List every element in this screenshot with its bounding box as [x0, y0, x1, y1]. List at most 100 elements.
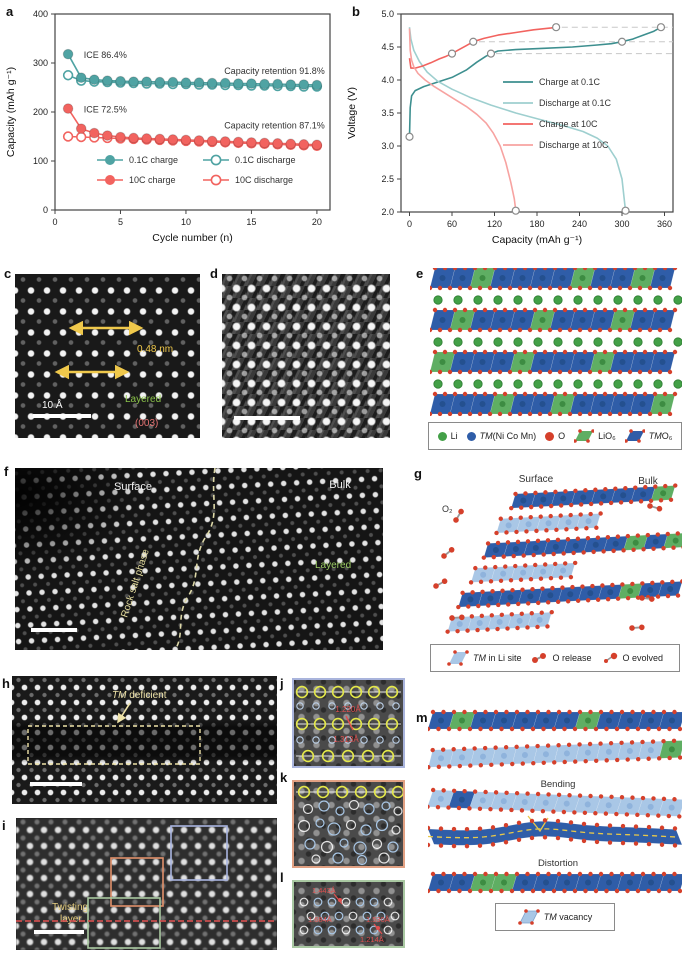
oxygen-dot	[610, 582, 615, 588]
oxygen-dot	[495, 540, 501, 546]
atom-circle-overlay	[296, 785, 403, 866]
oxygen-dot	[607, 327, 613, 333]
oxygen-dot	[523, 563, 528, 568]
oxygen-dot	[615, 534, 621, 539]
oxygen-dot	[556, 871, 562, 877]
cation-dot	[539, 275, 546, 281]
oxygen-dot	[607, 840, 613, 845]
legend-tmo6-italic: TM	[648, 431, 662, 441]
series-marker	[259, 78, 270, 90]
series-marker	[88, 74, 100, 85]
oxygen-dot	[672, 871, 677, 877]
oxygen-dot	[548, 513, 553, 519]
cation-dot	[527, 593, 534, 600]
oxygen-dot	[436, 888, 441, 894]
oxygen-dot	[504, 530, 509, 535]
cation-dot	[540, 496, 547, 503]
tm-column-circle	[335, 785, 349, 799]
series-marker	[75, 72, 87, 83]
cation-dot	[543, 879, 549, 886]
oxygen-dot	[617, 369, 623, 375]
series-line	[408, 26, 557, 69]
li-ion-dot	[633, 379, 643, 389]
oxygen-dot	[567, 369, 573, 375]
cation-dot	[519, 359, 526, 365]
panel-h-annotations: TM deficient	[27, 690, 201, 786]
legend-label: Charge at 0.1C	[539, 77, 601, 87]
legend-o-release: O release	[530, 652, 592, 664]
oxygen-dot	[652, 391, 658, 397]
oxygen-dot	[587, 285, 593, 291]
atom-circle	[371, 838, 383, 850]
oxygen-dot	[509, 612, 514, 617]
cation-dot	[552, 543, 559, 550]
oxygen-dot	[640, 739, 645, 745]
oxygen-dot	[483, 709, 488, 715]
oxygen-dot	[588, 709, 593, 715]
tm-column-circle	[349, 685, 363, 699]
oxygen-dot	[541, 760, 546, 765]
cation-dot	[579, 317, 586, 323]
oxygen-dot	[637, 285, 643, 291]
y-tick-label: 100	[33, 156, 48, 166]
oxygen-dot	[498, 578, 504, 584]
oxygen-dot	[525, 709, 530, 715]
cation-dot	[439, 359, 446, 365]
oxygen-dot	[542, 268, 548, 271]
cation-dot	[564, 879, 570, 886]
cation-dot	[438, 717, 444, 724]
x-axis-label: Cycle number (n)	[152, 232, 233, 244]
cation-dot	[659, 317, 666, 323]
cation-dot	[519, 275, 526, 281]
oxygen-dot	[632, 391, 638, 397]
oxygen-dot	[543, 490, 548, 495]
oxygen-dot	[542, 818, 548, 823]
legend-tm-italic: TM	[472, 653, 486, 663]
oxygen-dot	[677, 814, 682, 819]
oxygen-dot	[428, 842, 431, 848]
y-tick-label: 3.5	[381, 108, 394, 118]
oxygen-dot	[528, 577, 534, 582]
oxygen-dot	[614, 888, 620, 894]
oxygen-dot	[659, 842, 665, 847]
oxygen-dot	[437, 411, 443, 416]
oxygen-dot	[571, 550, 576, 556]
cation-dot	[599, 401, 606, 407]
oxygen-dot	[622, 268, 628, 271]
oxygen-dot	[658, 498, 664, 503]
bulk-label: Bulk	[329, 479, 351, 491]
cation-dot	[458, 754, 465, 761]
oxygen-dot	[527, 285, 533, 291]
y-tick-label: 3.0	[381, 141, 394, 151]
oxygen-dot	[542, 835, 548, 840]
oxygen-dot	[455, 628, 460, 634]
oxygen-dot	[529, 611, 534, 616]
oxygen-dot	[553, 561, 558, 567]
oxygen-dot	[660, 580, 665, 585]
o2-molecule	[639, 595, 655, 602]
oxygen-dot	[572, 726, 578, 732]
distance-2: 1.313Å	[333, 735, 359, 744]
oxygen-dot	[648, 596, 655, 602]
oxygen-dot	[615, 596, 621, 601]
cation-dot	[580, 494, 587, 501]
oxygen-dot	[503, 840, 509, 845]
cation-dot	[605, 748, 612, 755]
oxygen-dot	[671, 738, 677, 743]
crop-ordered-region: 1.220Å 1.313Å	[292, 678, 405, 768]
oxygen-dot	[667, 369, 673, 375]
oxygen-dot	[478, 726, 483, 732]
tm-column-circle	[385, 685, 399, 699]
stem-vignette	[15, 468, 383, 650]
stem-image-twisting: Twisting layer	[16, 818, 277, 950]
x-tick-label: 240	[572, 219, 587, 229]
series-marker	[154, 133, 166, 145]
atom-circle	[327, 925, 337, 935]
oxygen-dot	[541, 552, 546, 557]
oxygen-dot	[515, 539, 521, 545]
bending-slab-upper	[428, 738, 682, 770]
cation-dot	[479, 359, 486, 365]
cation-dot	[516, 617, 523, 624]
cation-dot	[647, 747, 654, 754]
oxygen-dot	[568, 502, 574, 508]
